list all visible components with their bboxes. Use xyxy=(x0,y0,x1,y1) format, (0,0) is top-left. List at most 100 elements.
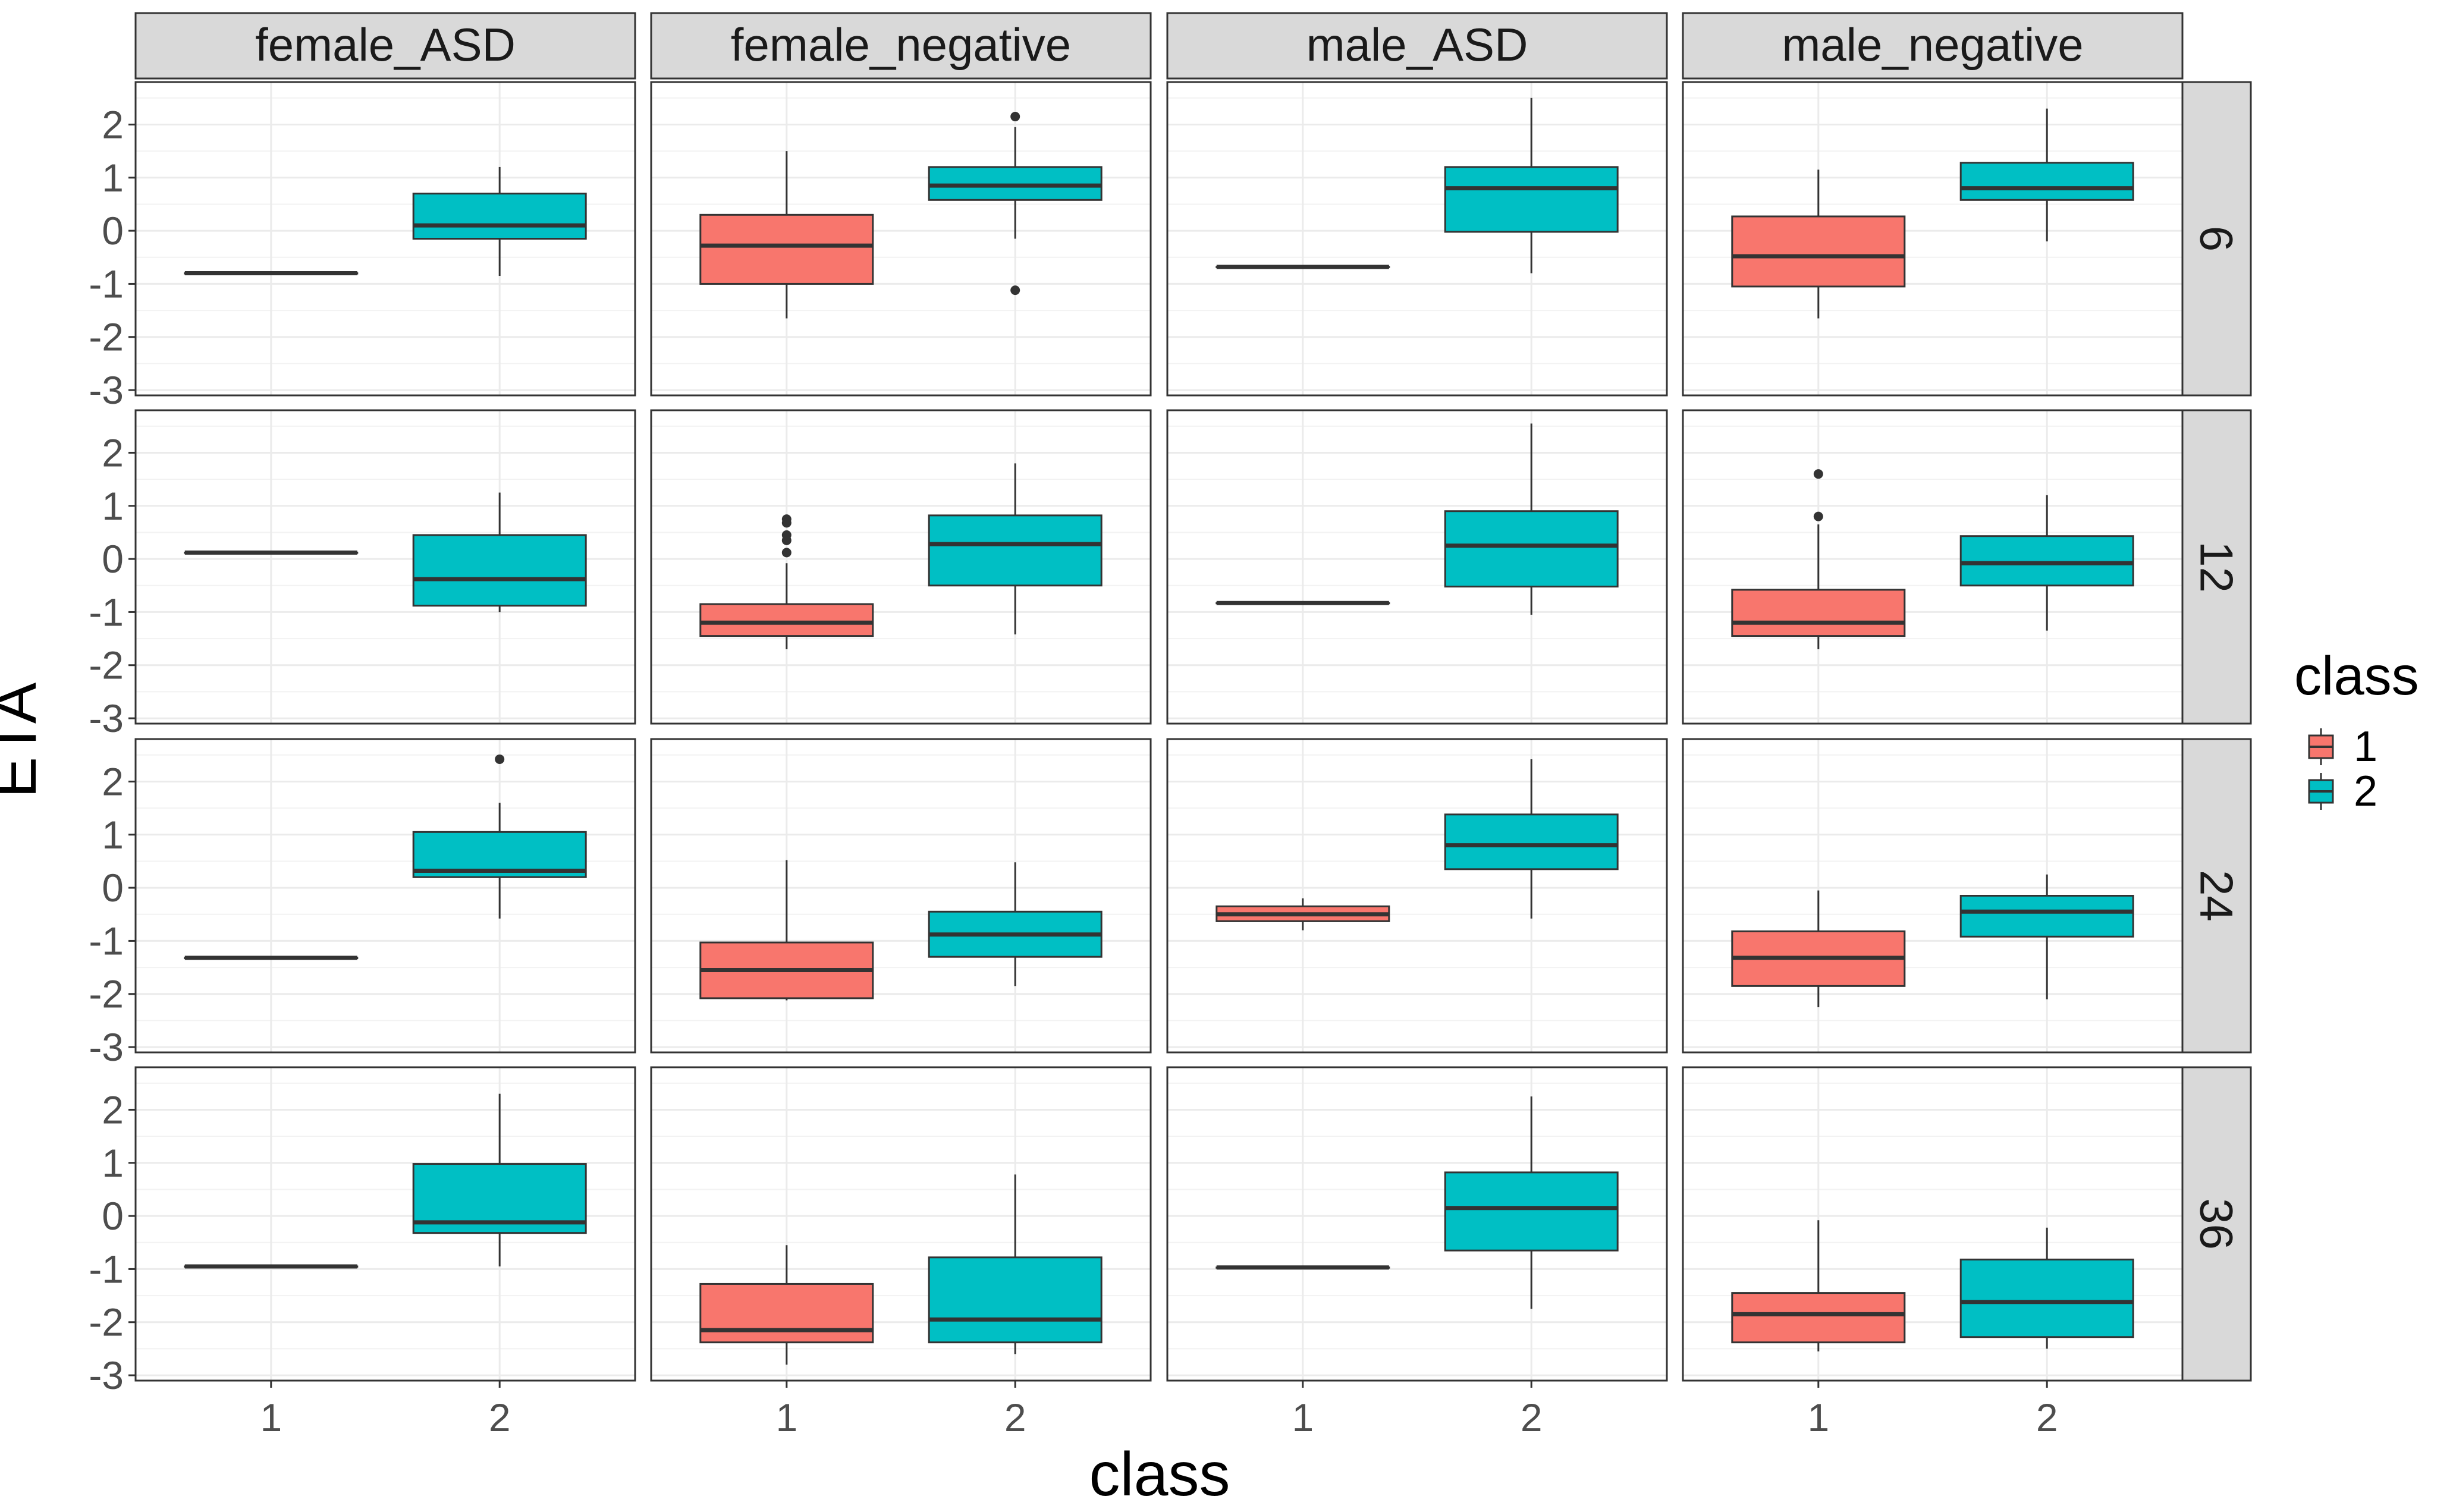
facet-row-strip-6 xyxy=(2181,81,2252,397)
box-class-2 xyxy=(928,463,1103,634)
y-tick-label: -2 xyxy=(89,643,124,687)
box-class-2 xyxy=(928,862,1103,986)
panel-border xyxy=(650,409,1152,725)
box-iqr xyxy=(928,514,1103,587)
box-class-1 xyxy=(699,860,874,1001)
facet-strip-label-male_negative: male_negative xyxy=(1782,18,2083,71)
y-tick-label: 0 xyxy=(102,1194,124,1238)
panel-border xyxy=(134,81,636,397)
x-tick-label: 2 xyxy=(1521,1395,1543,1439)
outlier-point xyxy=(495,754,505,764)
box-iqr xyxy=(928,166,1103,201)
y-tick-label: 0 xyxy=(102,866,124,910)
panel-border xyxy=(650,738,1152,1054)
box-iqr xyxy=(1444,510,1619,588)
panel-border xyxy=(134,1066,636,1382)
panel-background xyxy=(1167,82,1667,395)
y-tick-label: -2 xyxy=(89,1300,124,1344)
y-tick-label: -3 xyxy=(89,1353,124,1397)
x-tick-label: 2 xyxy=(489,1395,511,1439)
facet-strip-female_negative xyxy=(650,12,1152,80)
facet-row-label-24: 24 xyxy=(2191,870,2243,922)
y-tick-label: -1 xyxy=(89,919,124,963)
panel-background xyxy=(1167,739,1667,1052)
legend-label-1: 1 xyxy=(2354,723,2377,771)
facet-strip-label-female_negative: female_negative xyxy=(731,18,1071,71)
box-iqr xyxy=(1444,813,1619,870)
box-class-2 xyxy=(1959,108,2134,241)
box-iqr xyxy=(412,534,587,607)
legend-keys: 12 xyxy=(2308,723,2377,815)
box-class-1 xyxy=(184,1264,359,1269)
box-iqr xyxy=(928,1256,1103,1344)
panel-border xyxy=(1682,1066,2184,1382)
box-class-1 xyxy=(1215,898,1390,931)
y-tick-label: 2 xyxy=(102,1087,124,1131)
box-class-2 xyxy=(1959,495,2134,631)
facet-strip-label-female_ASD: female_ASD xyxy=(255,18,516,71)
panel-border xyxy=(1682,738,2184,1054)
box-class-2 xyxy=(412,492,587,612)
y-tick-label: -3 xyxy=(89,696,124,740)
outlier-point xyxy=(1010,112,1020,122)
panel-border xyxy=(1166,81,1668,397)
panel-border xyxy=(1682,81,2184,397)
box-iqr xyxy=(1731,589,1906,637)
facet-row-label-6: 6 xyxy=(2191,226,2243,252)
y-tick-label: 0 xyxy=(102,209,124,253)
panel-border xyxy=(134,738,636,1054)
box-iqr xyxy=(1731,215,1906,288)
panel-border xyxy=(134,409,636,725)
y-tick-label: -3 xyxy=(89,1025,124,1069)
panel-border xyxy=(650,81,1152,397)
box-class-2 xyxy=(1444,1096,1619,1309)
box-iqr xyxy=(1731,1292,1906,1344)
y-tick-label: 1 xyxy=(102,1141,124,1185)
y-tick-label: -1 xyxy=(89,1247,124,1291)
panel-border xyxy=(1166,738,1668,1054)
facet-strip-male_ASD xyxy=(1166,12,1668,80)
y-tick-label: 2 xyxy=(102,430,124,474)
box-class-1 xyxy=(1731,890,1906,1008)
y-tick-label: -1 xyxy=(89,262,124,306)
panel-background xyxy=(136,739,635,1052)
legend: class 12 xyxy=(2294,646,2419,815)
x-tick-label: 2 xyxy=(2036,1395,2058,1439)
x-axis-title: class xyxy=(1089,1440,1230,1509)
y-tick-label: -1 xyxy=(89,590,124,634)
box-class-1 xyxy=(1731,1220,1906,1351)
outlier-point xyxy=(781,535,792,545)
y-tick-label: -2 xyxy=(89,972,124,1016)
box-class-2 xyxy=(928,112,1103,296)
panel-background xyxy=(651,739,1151,1052)
box-class-1 xyxy=(699,514,874,649)
panel-border xyxy=(650,1066,1152,1382)
box-class-2 xyxy=(1959,874,2134,999)
x-tick-label: 1 xyxy=(260,1395,282,1439)
box-iqr xyxy=(1959,162,2134,201)
x-tick-label: 1 xyxy=(775,1395,797,1439)
box-class-2 xyxy=(412,754,587,919)
box-iqr xyxy=(1444,166,1619,233)
y-tick-label: -3 xyxy=(89,368,124,412)
panel-border xyxy=(1166,409,1668,725)
box-iqr xyxy=(699,603,874,637)
facet-row-label-36: 36 xyxy=(2191,1198,2243,1250)
box-iqr xyxy=(1959,1258,2134,1338)
box-class-1 xyxy=(184,550,359,555)
outlier-point xyxy=(781,518,792,528)
outlier-point xyxy=(1010,285,1020,296)
facet-row-strip-24 xyxy=(2181,738,2252,1054)
facet-strip-male_negative xyxy=(1682,12,2184,80)
box-class-2 xyxy=(1444,759,1619,919)
y-tick-label: 2 xyxy=(102,759,124,803)
y-tick-label: 0 xyxy=(102,537,124,581)
panel-border xyxy=(1682,409,2184,725)
x-tick-label: 1 xyxy=(1807,1395,1829,1439)
box-class-2 xyxy=(1959,1227,2134,1349)
y-tick-label: 1 xyxy=(102,484,124,528)
box-class-2 xyxy=(1444,423,1619,615)
box-class-2 xyxy=(928,1174,1103,1354)
box-class-2 xyxy=(412,166,587,276)
